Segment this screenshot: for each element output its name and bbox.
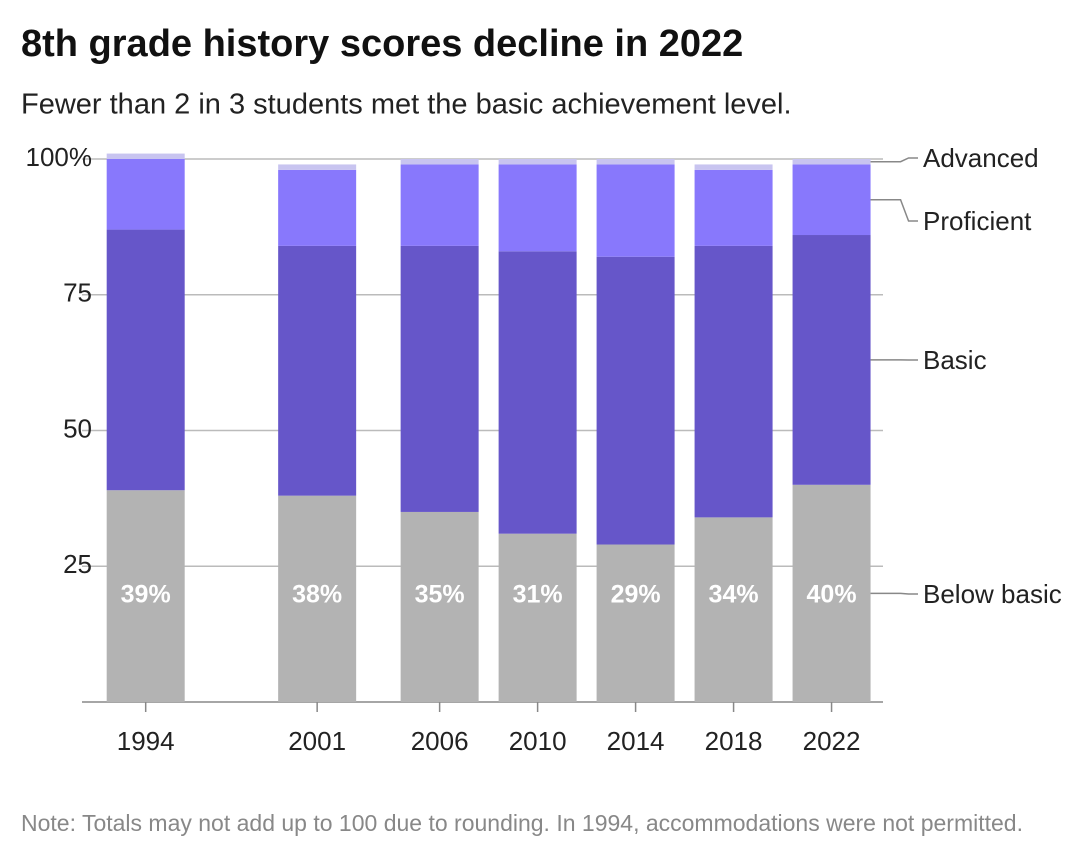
bar-segment — [278, 245, 357, 496]
bar-segment — [792, 484, 871, 702]
bar-segment — [278, 495, 357, 702]
bar-segment — [400, 511, 479, 702]
bar-segment — [792, 159, 871, 165]
y-tick-label: 25 — [63, 549, 92, 579]
x-tick-label: 2010 — [509, 726, 567, 756]
legend-leader — [870, 198, 918, 222]
bar-segment — [400, 164, 479, 246]
y-tick-label: 100% — [26, 142, 93, 172]
value-label: 31% — [513, 581, 563, 609]
value-label: 29% — [611, 581, 661, 609]
value-label: 35% — [415, 581, 465, 609]
bar-segment — [400, 245, 479, 512]
x-tick-label: 2006 — [411, 726, 469, 756]
x-tick-label: 1994 — [117, 726, 175, 756]
bar-segment — [278, 164, 357, 170]
bar-segment — [596, 164, 675, 257]
bar-segment — [694, 245, 773, 518]
bar-segment — [278, 169, 357, 246]
y-tick-label: 50 — [63, 413, 92, 443]
bar-segment — [498, 159, 577, 165]
bar-segment — [596, 544, 675, 702]
bar-segment — [106, 229, 185, 491]
bar-segment — [694, 164, 773, 170]
value-label: 40% — [807, 581, 857, 609]
bar-segment — [596, 159, 675, 165]
value-label: 38% — [292, 581, 342, 609]
bar-segment — [400, 159, 479, 165]
bar-segment — [694, 517, 773, 702]
x-tick-label: 2014 — [607, 726, 665, 756]
chart-subtitle: Fewer than 2 in 3 students met the basic… — [21, 89, 792, 121]
bar-segment — [792, 164, 871, 236]
bar-segment — [106, 153, 185, 159]
note: Note: Totals may not add up to 100 due t… — [21, 810, 1023, 836]
bar-segment — [106, 159, 185, 230]
bar-segment — [792, 235, 871, 485]
x-tick-label: 2022 — [803, 726, 861, 756]
legend-leader — [870, 157, 918, 163]
value-label: 39% — [121, 581, 171, 609]
bar-segment — [498, 164, 577, 252]
chart-title: 8th grade history scores decline in 2022 — [21, 23, 743, 65]
legend-leader — [870, 592, 918, 595]
bar-segment — [106, 490, 185, 702]
legend-label: Below basic — [923, 579, 1062, 609]
value-label: 34% — [709, 581, 759, 609]
legend-label: Basic — [923, 345, 987, 375]
bar-segment — [694, 169, 773, 246]
bar-segment — [498, 533, 577, 702]
legend-label: Proficient — [923, 206, 1032, 236]
bar-segment — [498, 251, 577, 534]
y-tick-label: 75 — [63, 278, 92, 308]
legend-label: Advanced — [923, 143, 1039, 173]
x-tick-label: 2001 — [288, 726, 346, 756]
bar-segment — [596, 256, 675, 545]
x-tick-label: 2018 — [705, 726, 763, 756]
